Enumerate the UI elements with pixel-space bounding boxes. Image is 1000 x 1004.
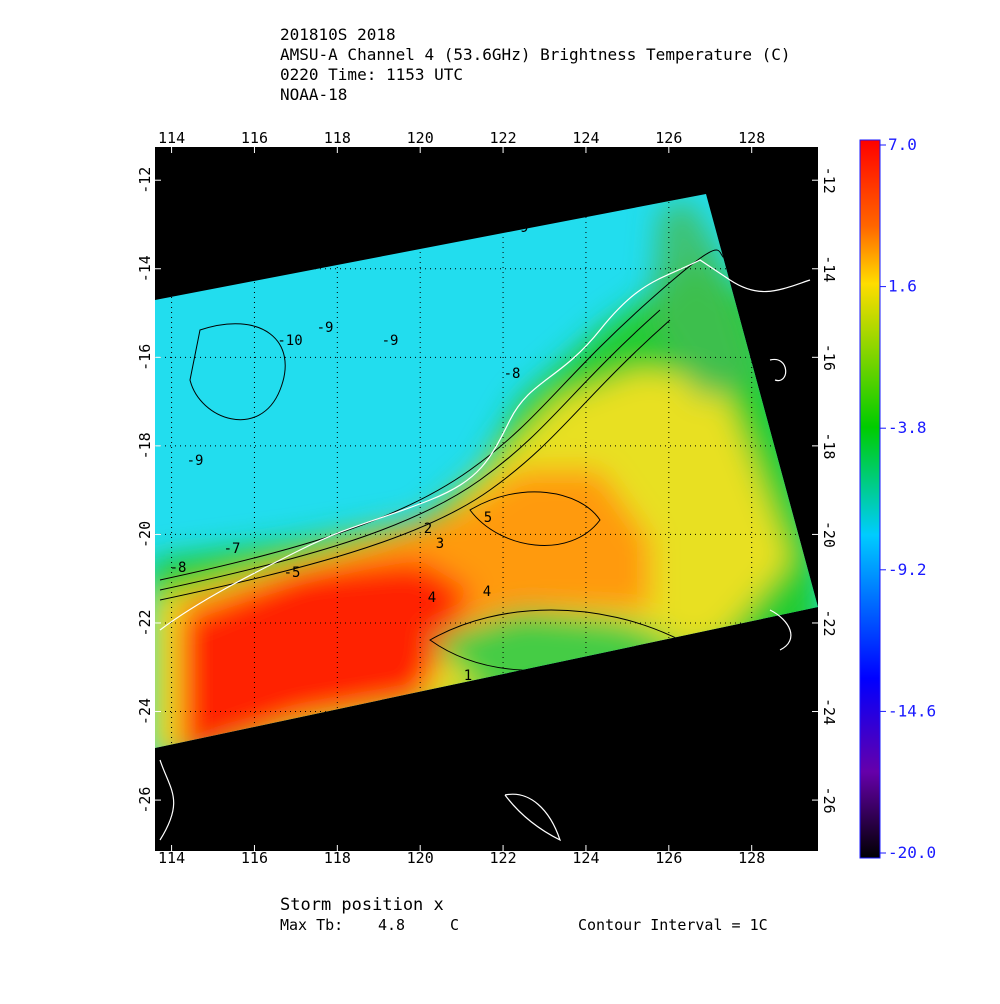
- contour-label: -10: [277, 333, 302, 349]
- lat-label: -22: [136, 609, 154, 636]
- lon-label: 120: [407, 849, 434, 867]
- colorbar-label: -3.8: [888, 418, 927, 437]
- lat-label: -26: [820, 787, 838, 814]
- contour-label: -9: [317, 320, 334, 336]
- colorbar-label: -9.2: [888, 560, 927, 579]
- lon-label: 118: [324, 849, 351, 867]
- lat-label: -26: [136, 787, 154, 814]
- lon-label: 122: [490, 129, 517, 147]
- lat-label: -24: [136, 698, 154, 725]
- coastline: [159, 259, 811, 842]
- contour-label: -9: [382, 333, 399, 349]
- lon-label: 122: [490, 849, 517, 867]
- lat-label: -24: [820, 698, 838, 725]
- colorbar-label: 1.6: [888, 277, 917, 296]
- lon-label: 124: [572, 129, 599, 147]
- lat-label: -12: [820, 167, 838, 194]
- contour-label: 3: [436, 536, 444, 552]
- lon-label: 128: [738, 849, 765, 867]
- max-tb-unit: C: [450, 916, 459, 934]
- lon-label: 114: [158, 849, 185, 867]
- colorbar-label: -20.0: [888, 843, 936, 862]
- colorbar-scale: [859, 139, 881, 859]
- lat-label: -20: [136, 521, 154, 548]
- contour-interval: Contour Interval = 1C: [578, 916, 768, 934]
- lon-label: 114: [158, 129, 185, 147]
- contour-label: 1: [464, 668, 472, 684]
- lat-label: -18: [820, 432, 838, 459]
- max-tb-label: Max Tb:: [280, 916, 343, 934]
- contour-label: 2: [424, 521, 432, 537]
- lat-label: -14: [820, 255, 838, 282]
- colorbar-label: 7.0: [888, 135, 917, 154]
- lat-label: -16: [820, 344, 838, 371]
- header-line: AMSU-A Channel 4 (53.6GHz) Brightness Te…: [280, 45, 791, 64]
- colorbar: 7.0 1.6 -3.8 -9.2 -14.6 -20.0: [859, 135, 936, 862]
- storm-position: Storm position x: [280, 895, 444, 915]
- lat-label: -20: [820, 521, 838, 548]
- lat-label: -22: [820, 609, 838, 636]
- lon-label: 118: [324, 129, 351, 147]
- map-ticks: 1141141161161181181201201221221241241261…: [136, 129, 838, 867]
- contour-label: -7: [224, 541, 241, 557]
- colorbar-label: -14.6: [888, 701, 936, 720]
- max-tb-value: 4.8: [378, 916, 405, 934]
- swath: [155, 194, 818, 748]
- lon-label: 128: [738, 129, 765, 147]
- header-line: 201810S 2018: [280, 25, 396, 44]
- contour-label: 4: [428, 590, 436, 606]
- header-line: NOAA-18: [280, 85, 347, 104]
- lon-label: 116: [241, 849, 268, 867]
- contour-label: -5: [284, 565, 301, 581]
- contour-labels: -10 -9 -9 -9 -9 -8 -8 -7 -5 5 32 4 4 1: [170, 220, 529, 684]
- lat-label: -12: [136, 167, 154, 194]
- footer: Storm position x Max Tb: 4.8 C Contour I…: [280, 895, 768, 934]
- lon-label: 116: [241, 129, 268, 147]
- lon-label: 126: [655, 129, 682, 147]
- lat-label: -16: [136, 344, 154, 371]
- contour-label: 5: [484, 510, 492, 526]
- header-line: 0220 Time: 1153 UTC: [280, 65, 463, 84]
- contour-label: -9: [187, 453, 204, 469]
- lon-label: 124: [572, 849, 599, 867]
- contour-label: -8: [504, 366, 521, 382]
- lat-label: -18: [136, 432, 154, 459]
- contour-label: -8: [170, 560, 187, 576]
- contour-label: 4: [483, 584, 491, 600]
- lat-label: -14: [136, 255, 154, 282]
- contour-label: -9: [512, 220, 529, 236]
- lon-label: 126: [655, 849, 682, 867]
- lon-label: 120: [407, 129, 434, 147]
